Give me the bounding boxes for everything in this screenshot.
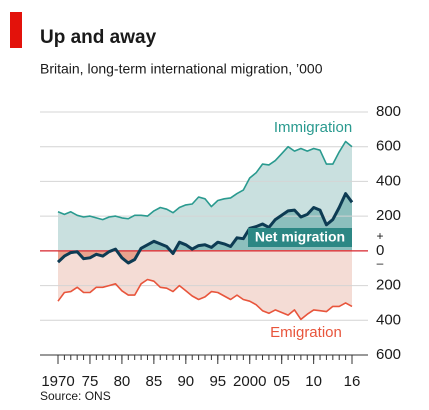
brand-mark — [10, 12, 22, 48]
label-box — [248, 228, 352, 247]
series-label: Immigration — [274, 119, 352, 136]
y-tick-label: 200 — [376, 277, 401, 294]
sign-label: – — [377, 256, 384, 270]
x-tick-label: 16 — [344, 373, 361, 390]
x-tick-label: 2000 — [233, 373, 266, 390]
series-label: Emigration — [270, 324, 342, 341]
series-line — [57, 278, 353, 321]
source: Source: ONS — [40, 389, 111, 403]
chart-title: Up and away — [40, 27, 157, 48]
sign-label: + — [376, 229, 383, 243]
series-line — [57, 140, 353, 221]
y-tick-label: 0 — [376, 242, 384, 259]
series-line — [56, 192, 354, 265]
lines — [40, 140, 368, 321]
x-tick-label: 80 — [114, 373, 131, 390]
x-tick-label: 95 — [209, 373, 226, 390]
x-tick-label: 75 — [82, 373, 99, 390]
series-label: Net migration — [255, 229, 345, 245]
y-tick-label: 400 — [376, 172, 401, 189]
x-tick-label: 1970 — [41, 373, 74, 390]
x-tick-label: 05 — [273, 373, 290, 390]
x-tick-label: 10 — [305, 373, 322, 390]
y-tick-label: 600 — [376, 138, 401, 155]
y-tick-label: 400 — [376, 311, 401, 328]
y-tick-label: 600 — [376, 346, 401, 363]
y-tick-label: 800 — [376, 103, 401, 120]
y-tick-label: 200 — [376, 207, 401, 224]
chart-subtitle: Britain, long-term international migrati… — [40, 61, 323, 77]
x-tick-label: 85 — [146, 373, 163, 390]
x-tick-label: 90 — [177, 373, 194, 390]
